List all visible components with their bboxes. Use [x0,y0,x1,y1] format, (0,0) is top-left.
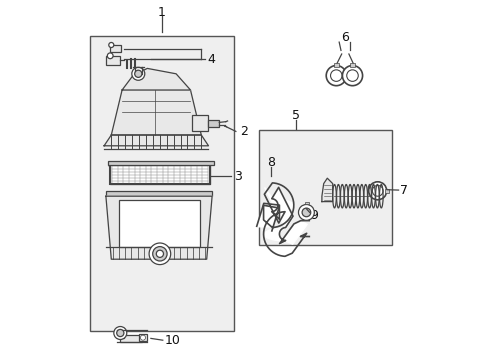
Bar [106,191,212,196]
Bar [384,189,388,193]
Bar [139,334,146,341]
Polygon shape [104,135,208,146]
Circle shape [368,182,386,200]
Circle shape [132,67,144,80]
Circle shape [152,247,167,261]
Bar [107,161,213,165]
Circle shape [342,66,362,86]
Bar [109,45,121,52]
Text: 6: 6 [340,31,348,44]
Text: 10: 10 [164,334,180,347]
Circle shape [298,204,314,220]
Circle shape [134,70,142,77]
Circle shape [325,66,346,86]
Text: 8: 8 [266,156,274,169]
Text: 2: 2 [239,125,247,138]
FancyArrow shape [120,335,142,342]
Bar [192,115,208,131]
Circle shape [149,243,170,265]
Text: 3: 3 [234,170,242,183]
Polygon shape [106,196,212,259]
Bar [106,56,120,65]
FancyArrow shape [117,328,123,338]
Circle shape [107,53,113,59]
Circle shape [302,208,310,217]
Text: 9: 9 [309,209,317,222]
Bar [118,200,199,247]
Polygon shape [122,68,190,90]
Text: 5: 5 [291,109,299,122]
Text: 7: 7 [400,184,407,197]
Polygon shape [321,178,332,202]
Bar [349,63,355,67]
Text: 4: 4 [207,53,215,66]
Circle shape [156,250,163,257]
Circle shape [117,329,123,337]
Bar [109,164,210,184]
Bar [89,36,233,331]
Circle shape [108,42,114,48]
Bar [305,202,308,204]
Circle shape [140,335,145,340]
Bar [208,120,219,127]
Polygon shape [111,90,201,135]
Circle shape [114,327,126,339]
Text: 1: 1 [158,6,165,19]
Bar [107,164,210,167]
Bar [109,164,210,184]
Bar [333,63,339,67]
Bar [258,130,391,245]
